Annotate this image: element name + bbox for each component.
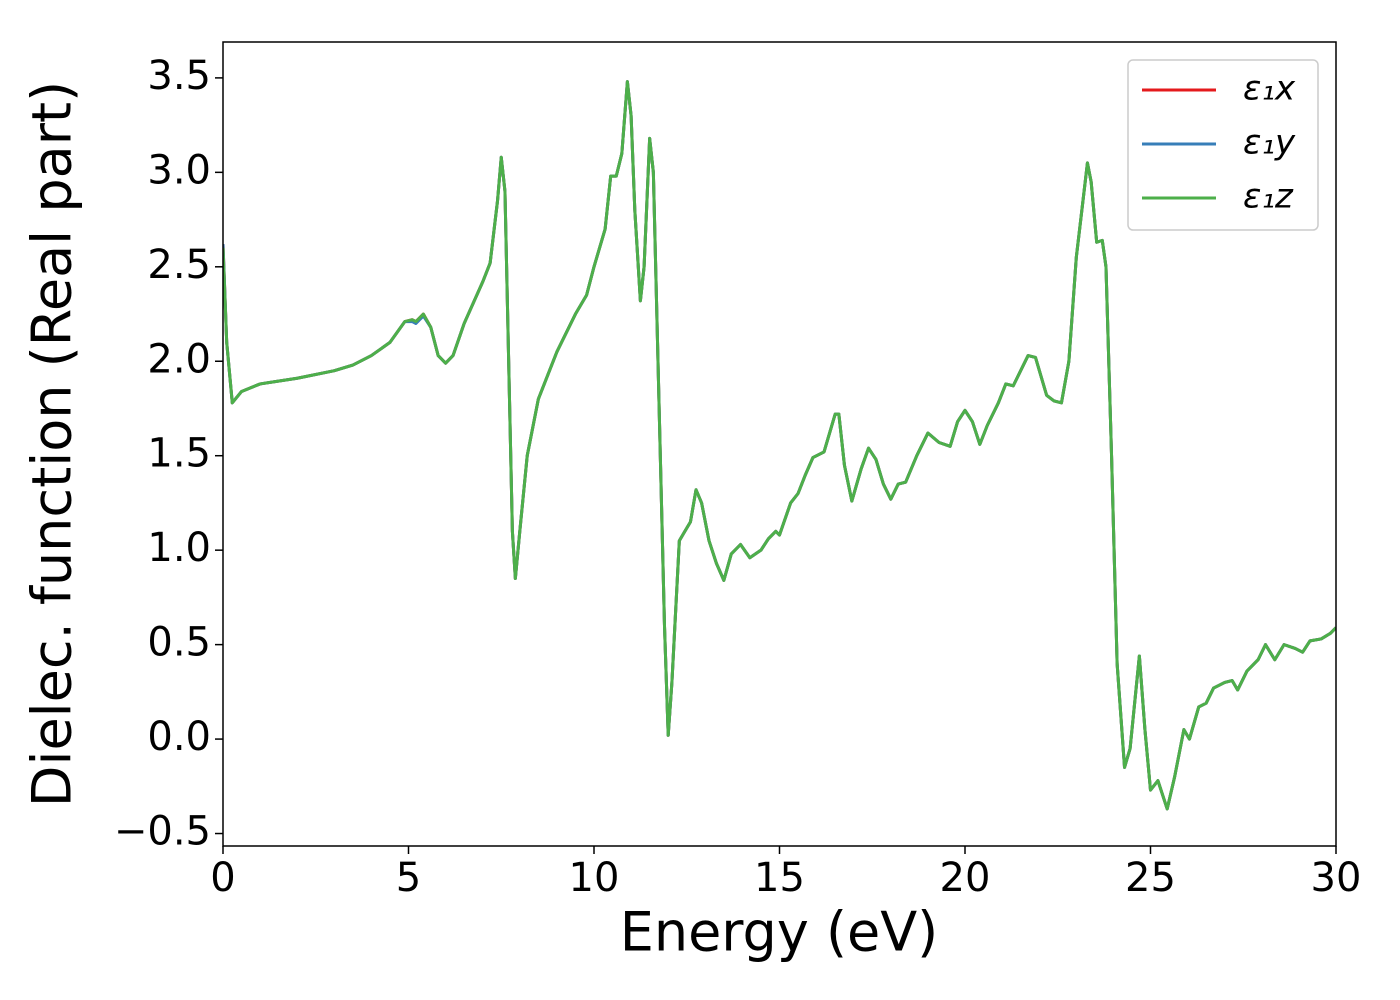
y-tick-label: 1.0 bbox=[147, 525, 211, 571]
y-tick-label: 0.0 bbox=[147, 714, 211, 760]
y-tick-label: 0.5 bbox=[147, 620, 211, 666]
x-tick-label: 10 bbox=[569, 855, 620, 901]
x-tick-label: 5 bbox=[396, 855, 421, 901]
y-tick-label: 2.0 bbox=[147, 336, 211, 382]
x-tick-label: 15 bbox=[754, 855, 805, 901]
plot-frame bbox=[222, 41, 1337, 847]
y-axis-label: Dielec. function (Real part) bbox=[21, 81, 84, 807]
x-axis-label: Energy (eV) bbox=[620, 901, 939, 964]
y-tick-label: 3.5 bbox=[147, 53, 211, 99]
y-tick-label: 1.5 bbox=[147, 431, 211, 477]
x-tick-label: 20 bbox=[940, 855, 991, 901]
x-tick-label: 25 bbox=[1125, 855, 1176, 901]
y-tick-label: 2.5 bbox=[147, 242, 211, 288]
legend-label: ε₁z bbox=[1243, 177, 1294, 217]
x-tick-label: 30 bbox=[1311, 855, 1362, 901]
x-tick-label: 0 bbox=[210, 855, 235, 901]
y-tick-label: −0.5 bbox=[114, 809, 211, 855]
legend-label: ε₁y bbox=[1243, 123, 1296, 163]
legend-label: ε₁x bbox=[1243, 69, 1296, 109]
series-line bbox=[223, 80, 1336, 811]
y-tick-label: 3.0 bbox=[147, 147, 211, 193]
legend-box bbox=[1127, 59, 1319, 231]
